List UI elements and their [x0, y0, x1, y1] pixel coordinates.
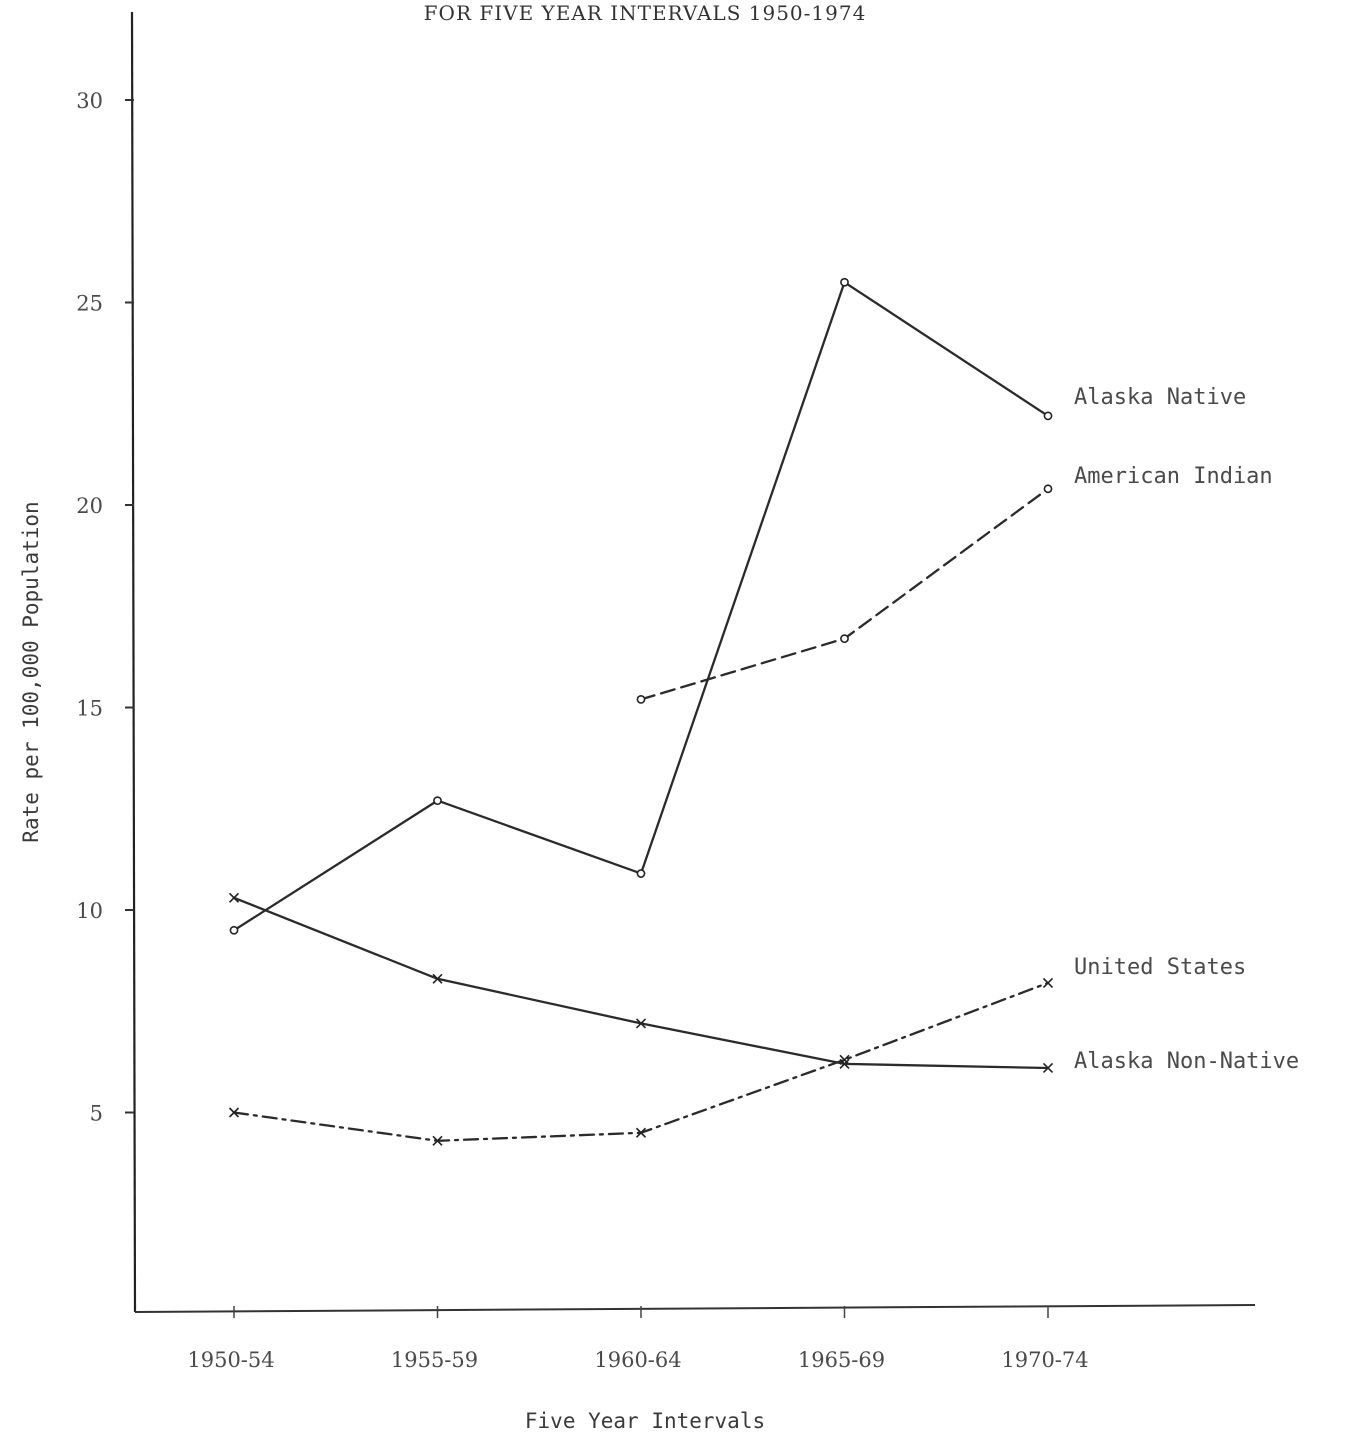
- y-tick-label: 15: [76, 697, 103, 721]
- x-axis-line: [134, 1304, 1256, 1313]
- x-tick-label: 1960-64: [594, 1348, 681, 1372]
- x-tick-label: 1965-69: [798, 1348, 885, 1372]
- series-line: [232, 981, 1050, 1142]
- data-point: [635, 1018, 647, 1029]
- series-label: Alaska Native: [1074, 385, 1246, 410]
- x-tick-label: 1950-54: [187, 1348, 274, 1372]
- y-tick-label: 5: [90, 1102, 103, 1126]
- data-point: [228, 892, 240, 903]
- data-point: [1043, 411, 1053, 421]
- data-point: [1042, 977, 1054, 988]
- data-point: [433, 796, 442, 806]
- y-tick-label: 25: [76, 292, 103, 316]
- y-axis-title: Rate per 100,000 Population: [19, 501, 43, 842]
- x-axis-ticks: 1950-54 1955-59 1960-64 1965-69 1970-74: [187, 1306, 1089, 1372]
- series-line: [232, 896, 1050, 1070]
- y-tick-label: 10: [76, 899, 103, 923]
- x-tick-label: 1955-59: [391, 1348, 478, 1372]
- data-point: [432, 973, 443, 984]
- series-label: American Indian: [1074, 464, 1273, 489]
- data-point: [636, 869, 646, 878]
- y-axis-line: [130, 11, 137, 1313]
- data-point: [840, 634, 849, 644]
- data-point: [636, 695, 646, 704]
- series-label: United States: [1074, 955, 1246, 980]
- series-line: [232, 281, 1050, 932]
- series-alaska-non-native: Alaska Non-Native: [228, 892, 1299, 1074]
- x-axis-title: Five Year Intervals: [525, 1409, 765, 1433]
- series-alaska-native: Alaska Native: [229, 277, 1246, 935]
- series-united-states: United States: [228, 955, 1246, 1146]
- series-line: [639, 487, 1050, 701]
- data-point: [432, 1135, 443, 1146]
- data-point: [228, 1107, 240, 1118]
- series-layer: Alaska Native American Indian United State…: [228, 277, 1299, 1146]
- y-tick-label: 20: [76, 494, 103, 518]
- data-point: [1042, 1062, 1054, 1074]
- data-point: [1043, 484, 1053, 494]
- x-tick-label: 1970-74: [1001, 1348, 1088, 1372]
- data-point: [635, 1127, 647, 1138]
- data-point: [229, 925, 239, 935]
- y-axis-ticks: 5 10 15 20 25 30: [76, 89, 134, 1126]
- data-point: [839, 1058, 850, 1069]
- series-label: Alaska Non-Native: [1074, 1049, 1299, 1074]
- y-tick-label: 30: [76, 89, 103, 113]
- chart-title: FOR FIVE YEAR INTERVALS 1950-1974: [424, 1, 867, 25]
- series-american-indian: American Indian: [636, 464, 1273, 704]
- data-point: [840, 277, 849, 287]
